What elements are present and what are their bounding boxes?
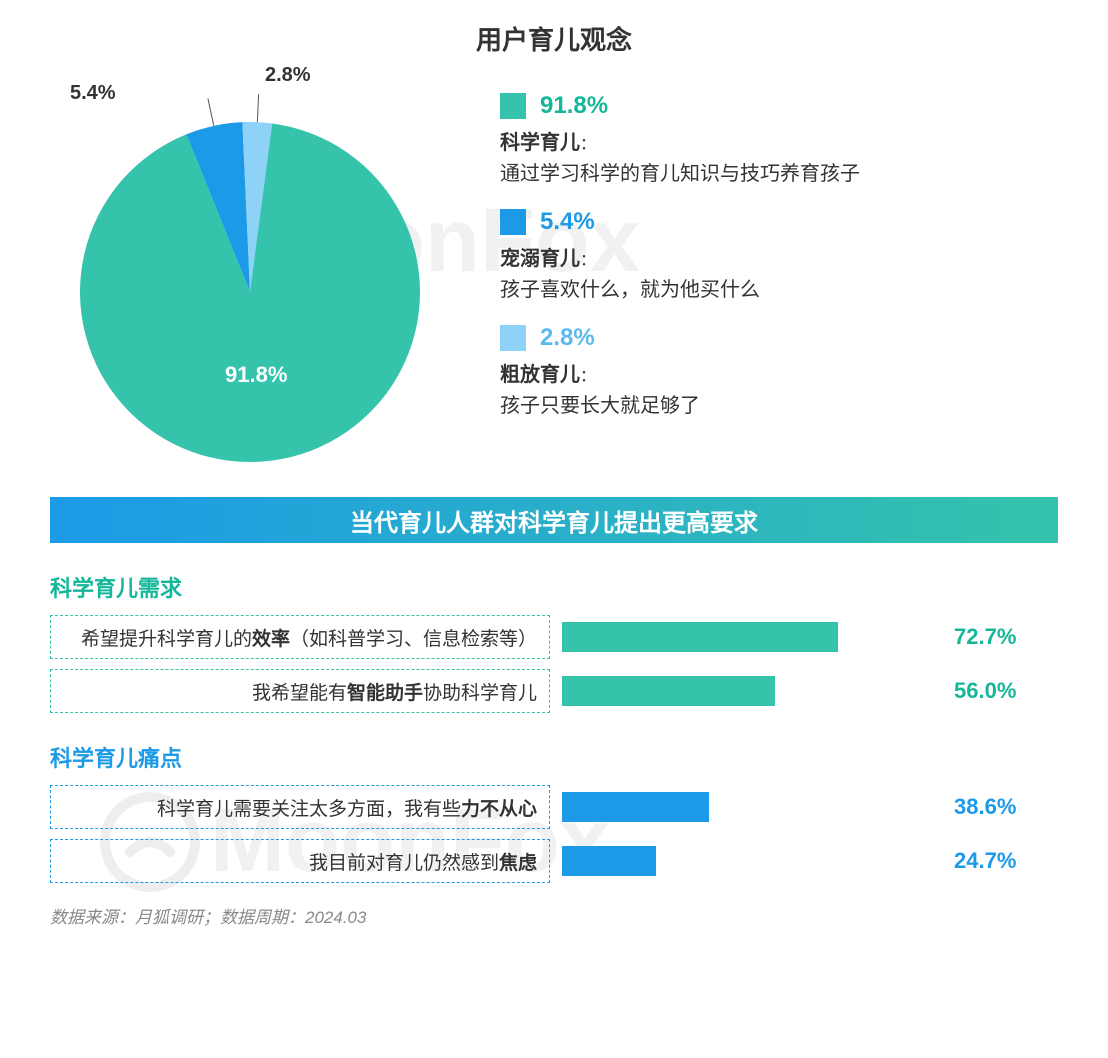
bar-track <box>562 792 942 822</box>
page-title: 用户育儿观念 <box>50 20 1058 57</box>
bar-label: 我目前对育儿仍然感到焦虑 <box>50 839 550 883</box>
legend-swatch <box>500 209 526 235</box>
legend-swatch <box>500 93 526 119</box>
bar-label-bold: 智能助手 <box>347 678 423 705</box>
bar-label-pre: 我希望能有 <box>252 678 347 705</box>
bar-label-post: （如科普学习、信息检索等） <box>290 624 537 651</box>
legend-item: 91.8% 科学育儿： 通过学习科学的育儿知识与技巧养育孩子 <box>500 92 860 186</box>
banner-text: 当代育儿人群对科学育儿提出更高要求 <box>350 503 758 538</box>
legend-name: 宠溺育儿 <box>500 248 580 270</box>
legend-item: 5.4% 宠溺育儿： 孩子喜欢什么，就为他买什么 <box>500 208 860 302</box>
pie-center-label: 91.8% <box>225 362 287 388</box>
pains-section-title: 科学育儿痛点 <box>50 741 1058 773</box>
section-banner: 当代育儿人群对科学育儿提出更高要求 <box>50 497 1058 543</box>
bar-fill <box>562 792 709 822</box>
bar-fill <box>562 676 775 706</box>
bar-value: 56.0% <box>954 678 1044 704</box>
legend-percent: 5.4% <box>540 208 595 236</box>
legend-colon: ： <box>580 368 596 385</box>
bar-value: 72.7% <box>954 624 1044 650</box>
bar-value: 24.7% <box>954 848 1044 874</box>
bar-label-bold: 力不从心 <box>461 794 537 821</box>
legend-desc: 通过学习科学的育儿知识与技巧养育孩子 <box>500 157 860 186</box>
legend-percent: 2.8% <box>540 324 595 352</box>
bar-track <box>562 846 942 876</box>
bar-row: 我希望能有智能助手协助科学育儿 56.0% <box>50 669 1058 713</box>
bar-row: 我目前对育儿仍然感到焦虑 24.7% <box>50 839 1058 883</box>
bar-value: 38.6% <box>954 794 1044 820</box>
bar-label-pre: 希望提升科学育儿的 <box>81 624 252 651</box>
bar-label-pre: 科学育儿需要关注太多方面，我有些 <box>157 794 461 821</box>
bar-fill <box>562 846 656 876</box>
bar-track <box>562 676 942 706</box>
pie-legend: 91.8%科学育儿：通过学习科学的育儿知识与技巧养育孩子5.4%宠溺育儿：孩子喜… <box>500 72 860 440</box>
bar-row: 希望提升科学育儿的效率（如科普学习、信息检索等） 72.7% <box>50 615 1058 659</box>
legend-desc: 孩子喜欢什么，就为他买什么 <box>500 273 860 302</box>
legend-swatch <box>500 325 526 351</box>
bar-label-pre: 我目前对育儿仍然感到 <box>309 848 499 875</box>
bar-label: 科学育儿需要关注太多方面，我有些力不从心 <box>50 785 550 829</box>
pie-outer-label: 2.8% <box>265 64 311 87</box>
legend-name: 粗放育儿 <box>500 364 580 386</box>
bar-label: 我希望能有智能助手协助科学育儿 <box>50 669 550 713</box>
needs-section-title: 科学育儿需求 <box>50 571 1058 603</box>
legend-colon: ： <box>580 252 596 269</box>
bar-row: 科学育儿需要关注太多方面，我有些力不从心 38.6% <box>50 785 1058 829</box>
data-source: 数据来源：月狐调研；数据周期：2024.03 <box>50 903 1058 928</box>
bar-label-post: 协助科学育儿 <box>423 678 537 705</box>
legend-item: 2.8% 粗放育儿： 孩子只要长大就足够了 <box>500 324 860 418</box>
legend-name: 科学育儿 <box>500 132 580 154</box>
pie-chart: 5.4% 2.8% 91.8% <box>50 72 450 472</box>
legend-colon: ： <box>580 136 596 153</box>
bar-fill <box>562 622 838 652</box>
legend-percent: 91.8% <box>540 92 608 120</box>
bar-label-bold: 效率 <box>252 624 290 651</box>
bar-track <box>562 622 942 652</box>
bar-label-bold: 焦虑 <box>499 848 537 875</box>
bar-label: 希望提升科学育儿的效率（如科普学习、信息检索等） <box>50 615 550 659</box>
pie-outer-label: 5.4% <box>70 82 116 105</box>
legend-desc: 孩子只要长大就足够了 <box>500 389 860 418</box>
